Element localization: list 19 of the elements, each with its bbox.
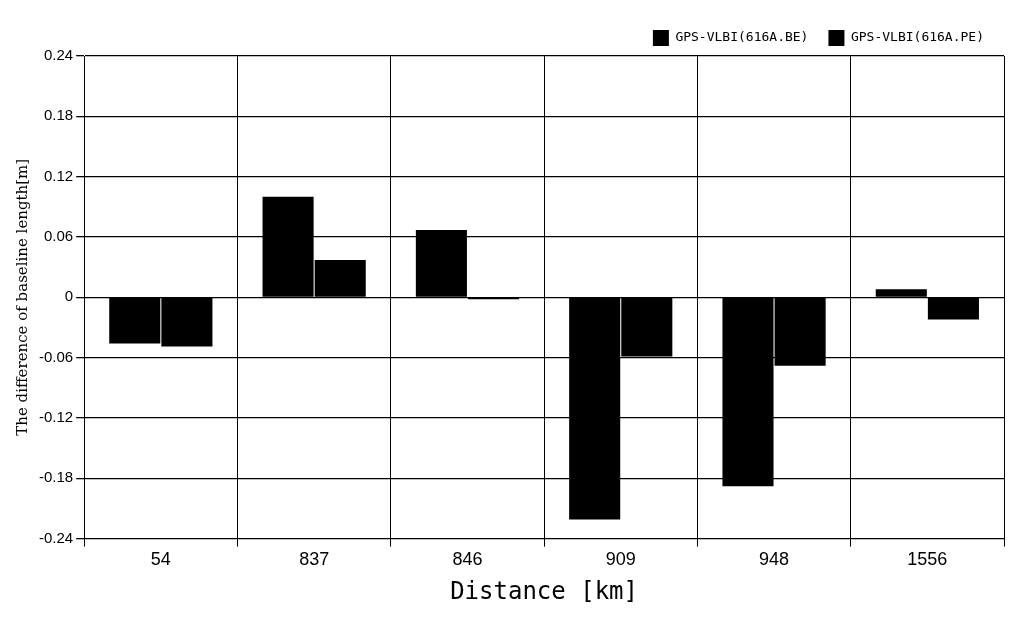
x-tick-label: 846	[452, 549, 483, 570]
y-axis-title: The difference of baseline length[m]	[12, 158, 31, 436]
y-tick-label: -0.18	[38, 468, 74, 486]
y-tick-label: 0	[64, 287, 74, 305]
y-tick-label: 0.18	[43, 106, 74, 124]
y-tick-label: -0.24	[38, 528, 74, 546]
x-tick-label: 909	[605, 549, 636, 570]
y-tick-label: 0.06	[43, 227, 74, 245]
x-axis-title: Distance [km]	[450, 576, 639, 605]
x-tick-label: 1556	[907, 549, 948, 570]
legend-label: GPS-VLBI(616A.PE)	[850, 29, 985, 45]
y-tick-label: 0.12	[43, 166, 74, 184]
y-tick-label: -0.12	[38, 408, 74, 426]
x-tick-label: 54	[150, 549, 171, 570]
x-tick-label: 837	[299, 549, 330, 570]
x-tick-label: 948	[759, 549, 790, 570]
y-tick-label: 0.24	[43, 46, 74, 64]
legend-label: GPS-VLBI(616A.BE)	[675, 29, 809, 45]
y-tick-label: -0.06	[38, 347, 74, 365]
